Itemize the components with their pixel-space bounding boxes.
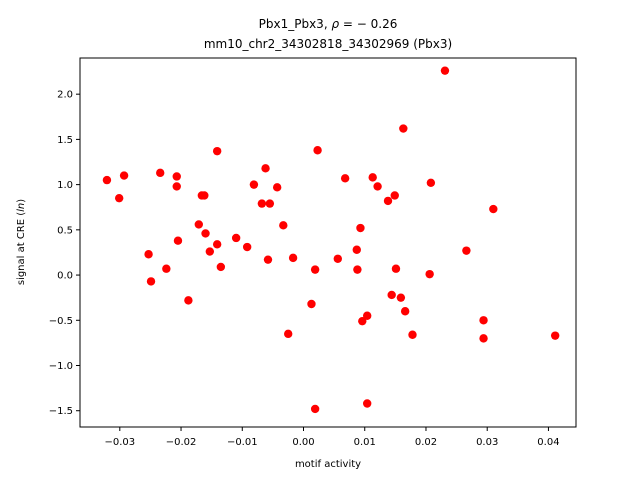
data-point-15 [205, 247, 215, 256]
y-tick-label-0: −1.5 [49, 406, 73, 417]
x-axis-label: motif activity [295, 459, 361, 470]
data-point-5 [156, 168, 165, 178]
data-point-57 [479, 334, 488, 343]
y-label-italic: ln [16, 203, 27, 212]
data-point-43 [373, 182, 382, 191]
data-point-52 [425, 269, 434, 279]
data-points [102, 66, 560, 414]
y-tick-label-6: 1.5 [57, 135, 73, 146]
axes-frame [79, 57, 577, 428]
data-point-40 [362, 311, 372, 320]
title-prefix: Pbx1_Pbx3, [259, 17, 332, 31]
x-tick-label-2: −0.01 [227, 437, 258, 448]
data-point-56 [479, 316, 488, 325]
data-point-51 [408, 330, 417, 339]
data-point-53 [426, 178, 436, 188]
data-point-55 [462, 246, 471, 255]
data-point-2 [119, 171, 129, 180]
x-axis-ticks: −0.03 −0.02 −0.01 0.00 0.01 0.02 0.03 0.04 [104, 427, 560, 448]
data-point-11 [194, 220, 203, 229]
data-point-21 [249, 180, 259, 189]
data-point-7 [172, 172, 181, 181]
x-tick-label-6: 0.03 [476, 437, 498, 448]
data-point-16 [212, 146, 222, 156]
y-tick-label-3: 0.0 [57, 271, 73, 282]
data-point-24 [263, 255, 273, 264]
data-point-38 [356, 223, 365, 233]
data-point-44 [383, 196, 393, 206]
y-tick-label-4: 0.5 [57, 225, 73, 236]
data-point-35 [340, 174, 350, 183]
data-point-0 [102, 175, 112, 185]
y-tick-label-5: 1.0 [57, 180, 73, 191]
data-point-1 [114, 193, 124, 203]
data-point-25 [265, 199, 275, 208]
data-point-58 [489, 204, 498, 214]
data-point-29 [288, 253, 298, 263]
y-tick-label-7: 2.0 [57, 90, 73, 101]
y-label-suffix: ) [16, 199, 27, 203]
data-point-50 [400, 307, 410, 316]
data-point-20 [242, 242, 252, 252]
data-point-33 [313, 146, 322, 155]
data-point-34 [333, 254, 342, 263]
data-point-45 [387, 290, 396, 300]
data-point-54 [440, 66, 450, 75]
data-point-32 [310, 404, 320, 414]
data-point-26 [272, 183, 282, 192]
plot-area [79, 57, 577, 428]
data-point-6 [162, 264, 171, 273]
data-point-39 [358, 316, 367, 326]
title-rho: ρ [331, 17, 339, 31]
data-point-23 [261, 164, 270, 173]
data-point-18 [216, 262, 226, 272]
data-point-13 [200, 191, 209, 200]
x-tick-label-3: 0.00 [292, 437, 314, 448]
y-axis-ticks: −1.5 −1.0 −0.5 0.0 0.5 1.0 1.5 2.0 [49, 90, 80, 417]
x-tick-label-0: −0.03 [104, 437, 135, 448]
y-tick-label-1: −1.0 [49, 361, 73, 372]
data-point-31 [310, 265, 320, 274]
data-point-36 [352, 245, 361, 254]
title-rho-value: = − 0.26 [339, 17, 397, 31]
data-point-19 [231, 233, 241, 243]
data-point-17 [212, 240, 222, 249]
data-point-37 [353, 265, 362, 274]
data-point-59 [550, 331, 560, 340]
data-point-4 [146, 277, 156, 286]
x-tick-label-5: 0.02 [415, 437, 437, 448]
data-point-27 [279, 221, 288, 230]
y-label-prefix: signal at CRE ( [16, 212, 27, 285]
data-point-42 [368, 173, 377, 182]
data-point-28 [284, 329, 293, 339]
chart-title-line-1: Pbx1_Pbx3, ρ = − 0.26 [259, 17, 398, 31]
data-point-47 [391, 264, 401, 273]
x-tick-label-1: −0.02 [166, 437, 197, 448]
data-point-30 [307, 299, 316, 309]
x-tick-label-4: 0.01 [354, 437, 376, 448]
data-point-8 [172, 182, 181, 191]
data-point-22 [257, 199, 267, 208]
y-axis-label: signal at CRE (ln) [16, 199, 27, 285]
data-point-3 [144, 250, 153, 259]
data-point-10 [184, 296, 193, 305]
data-point-48 [396, 293, 406, 302]
y-tick-label-2: −0.5 [49, 316, 73, 327]
data-point-41 [362, 399, 372, 408]
data-point-14 [201, 229, 210, 238]
data-point-49 [399, 124, 408, 133]
chart-title-line-2: mm10_chr2_34302818_34302969 (Pbx3) [204, 37, 452, 51]
data-point-46 [390, 191, 399, 200]
x-tick-label-7: 0.04 [537, 437, 559, 448]
data-point-9 [173, 236, 183, 245]
